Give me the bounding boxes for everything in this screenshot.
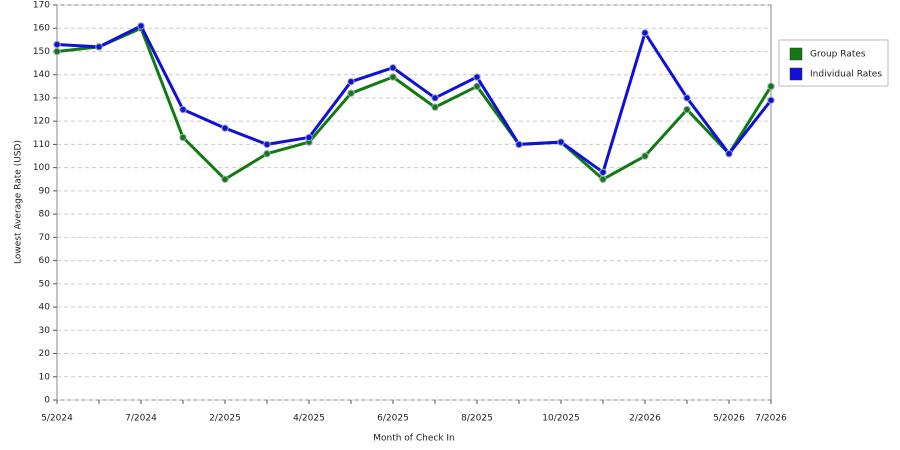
point	[431, 94, 439, 102]
x-tick-label: 10/2025	[542, 414, 579, 424]
point	[221, 175, 229, 183]
y-tick-label: 50	[39, 279, 51, 289]
point	[599, 168, 607, 176]
legend-swatch	[789, 47, 803, 61]
x-tick-label: 5/2024	[41, 414, 73, 424]
point	[389, 64, 397, 72]
point	[473, 82, 481, 91]
point	[767, 82, 775, 91]
point	[95, 43, 103, 51]
point	[641, 29, 649, 37]
x-axis-label: Month of Check In	[373, 434, 455, 444]
y-tick-label: 70	[39, 233, 51, 243]
series-line	[56, 24, 773, 174]
point	[767, 96, 775, 104]
point	[389, 73, 397, 81]
legend-swatch	[789, 67, 803, 81]
x-tick-label: 6/2025	[377, 414, 409, 424]
point	[179, 105, 187, 114]
y-tick-label: 60	[39, 256, 51, 266]
y-tick-label: 110	[33, 140, 50, 150]
y-tick-label: 160	[33, 24, 50, 34]
x-tick-label: 4/2025	[293, 414, 325, 424]
y-tick-label: 140	[33, 70, 50, 80]
point	[263, 150, 271, 158]
legend-label: Individual Rates	[810, 70, 882, 80]
y-tick-label: 170	[33, 1, 50, 11]
point	[53, 40, 61, 49]
y-tick-label: 30	[39, 326, 51, 336]
point	[347, 77, 355, 86]
point	[557, 138, 565, 146]
point	[137, 22, 145, 30]
plot-frame	[56, 4, 772, 401]
point	[431, 103, 439, 111]
y-axis-label: Lowest Average Rate (USD)	[14, 140, 24, 264]
point	[221, 124, 229, 132]
point	[179, 133, 187, 142]
y-tick-label: 90	[39, 186, 51, 196]
y-tick-label: 40	[39, 303, 51, 313]
x-tick-label: 8/2025	[461, 414, 493, 424]
point	[683, 94, 691, 102]
point	[347, 89, 355, 97]
y-tick-label: 0	[44, 396, 50, 406]
point	[515, 140, 523, 149]
x-tick-label: 2/2026	[629, 414, 661, 424]
point	[725, 150, 733, 158]
series-line	[56, 26, 773, 181]
x-tick-label: 7/2026	[755, 414, 787, 424]
x-tick-label: 2/2025	[209, 414, 241, 424]
y-tick-label: 150	[33, 47, 50, 57]
point	[641, 152, 649, 160]
point	[263, 140, 271, 149]
legend-label: Group Rates	[810, 50, 866, 60]
y-tick-label: 120	[33, 117, 50, 127]
point	[53, 47, 61, 56]
y-tick-label: 130	[33, 93, 50, 103]
point	[683, 105, 691, 114]
y-tick-label: 20	[39, 349, 51, 359]
y-tick-label: 10	[39, 372, 51, 382]
x-tick-label: 7/2024	[125, 414, 157, 424]
point	[599, 175, 607, 183]
y-tick-label: 100	[33, 163, 50, 173]
point	[473, 73, 481, 81]
y-tick-label: 80	[39, 210, 51, 220]
x-tick-label: 5/2026	[713, 414, 745, 424]
point	[305, 133, 313, 142]
